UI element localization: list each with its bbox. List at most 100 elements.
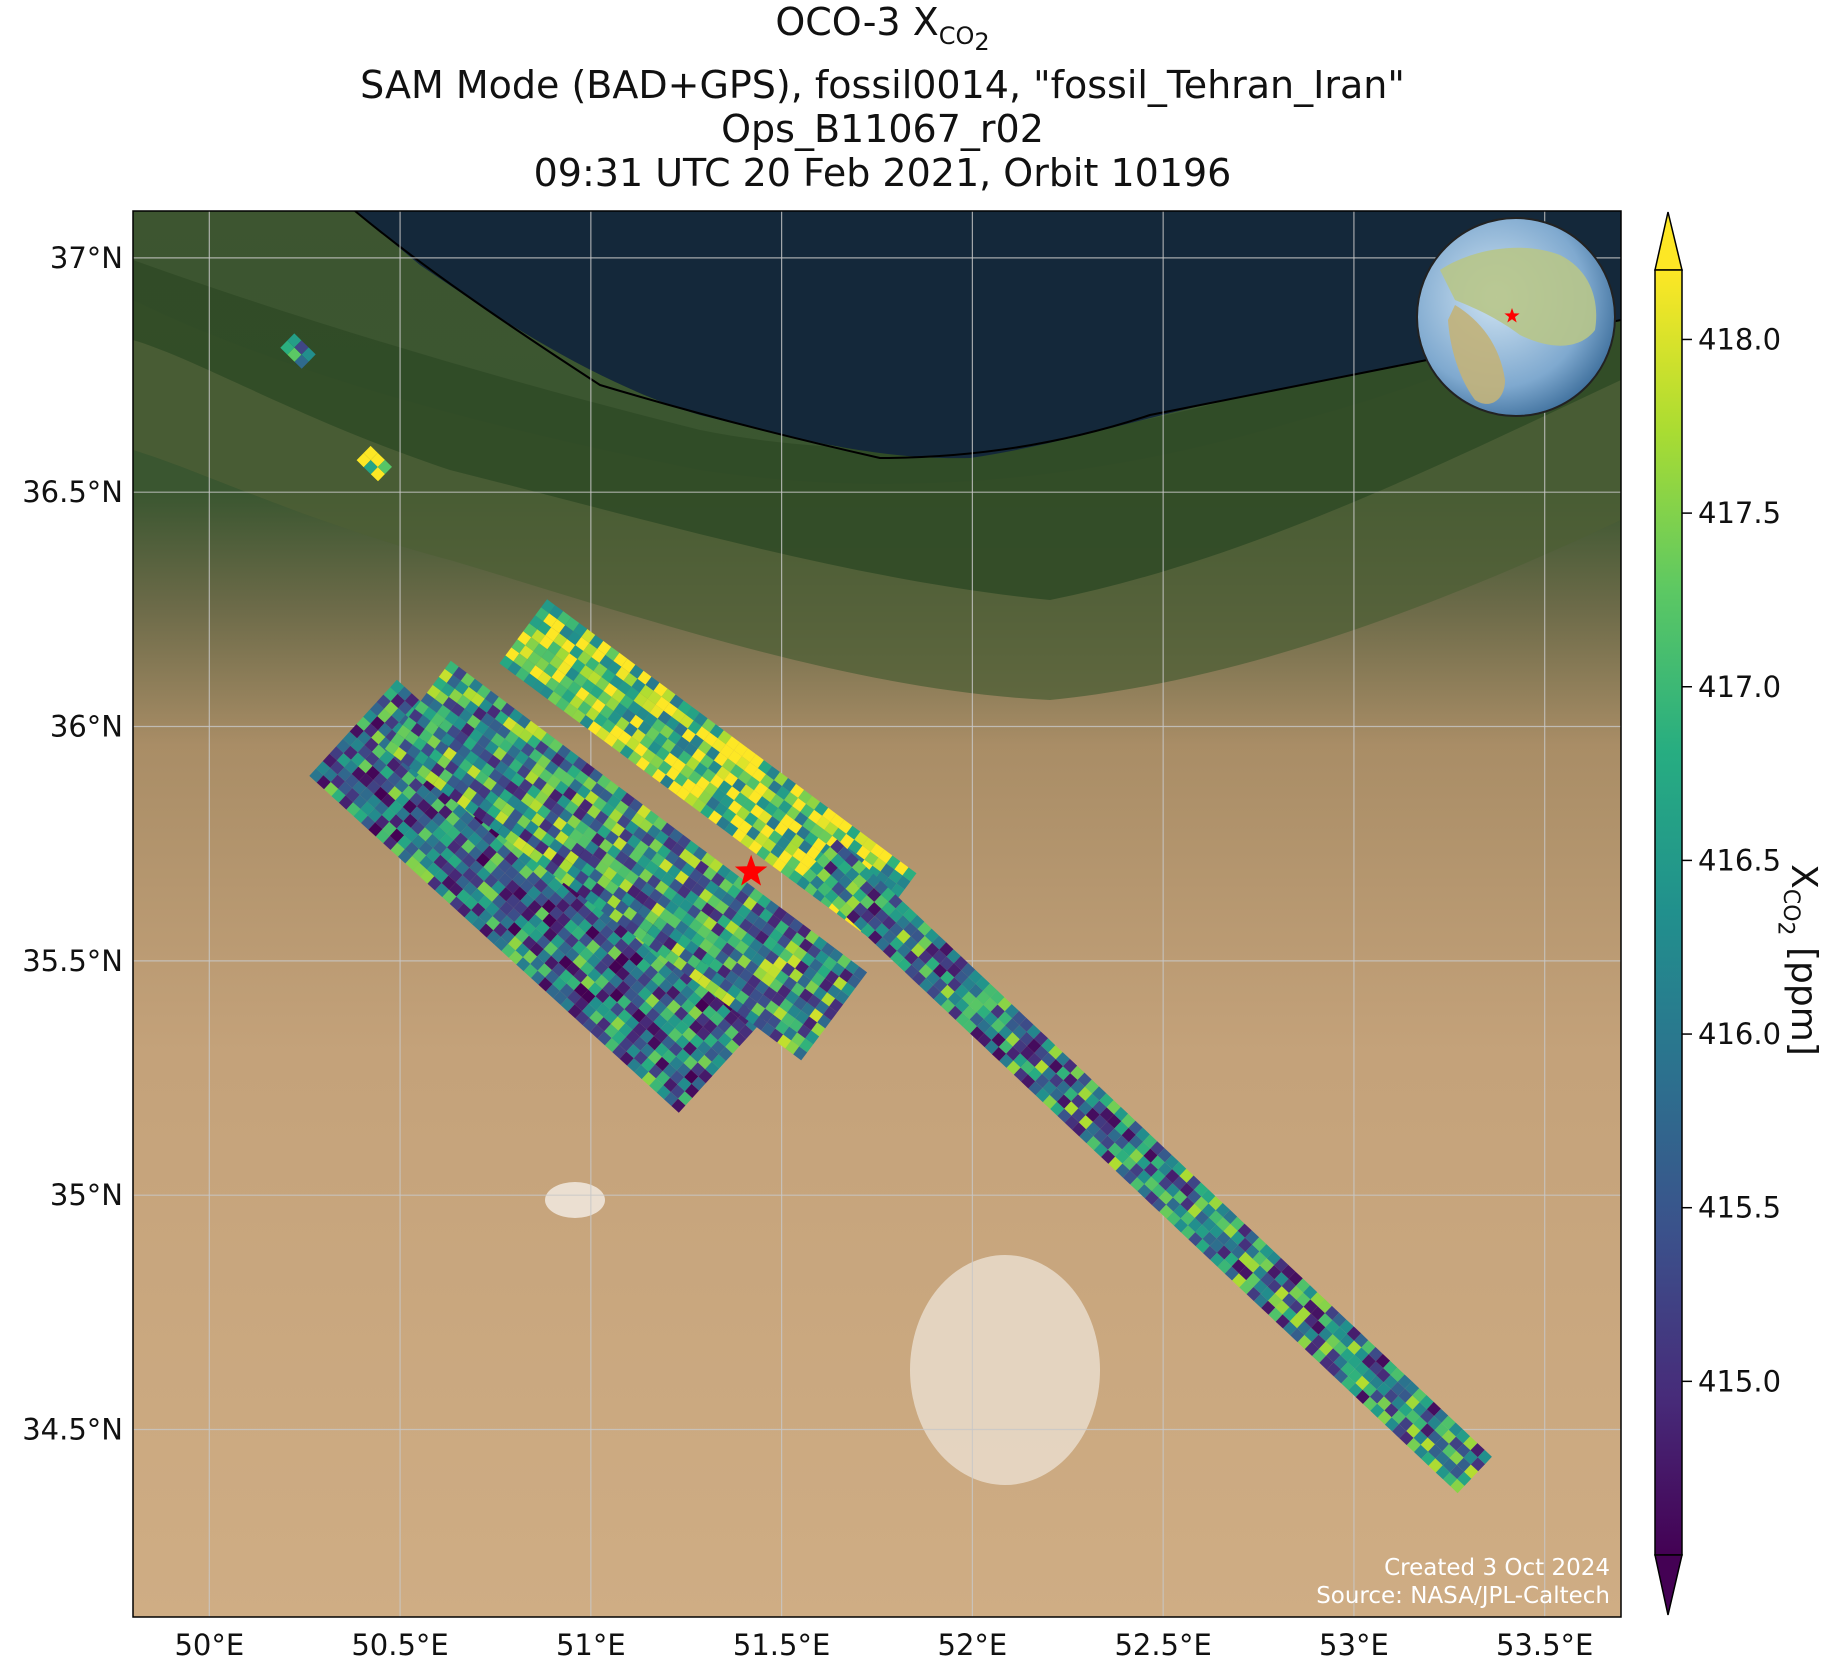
xco2-cell (789, 968, 804, 983)
xco2-cell (925, 942, 940, 957)
xco2-cell (324, 782, 339, 797)
xco2-cell (641, 882, 655, 897)
xco2-cell (655, 880, 669, 895)
xco2-cell (633, 1036, 648, 1051)
xco2-cell (984, 1025, 999, 1040)
xco2-cell (621, 708, 636, 723)
xco2-cell (592, 932, 608, 947)
xco2-cell (1354, 1333, 1369, 1348)
xco2-cell (505, 647, 520, 662)
xco2-cell (671, 942, 686, 957)
xco2-cell (420, 869, 435, 884)
xco2-cell (672, 758, 686, 773)
xco2-cell (710, 774, 724, 789)
xco2-cell (1245, 1244, 1260, 1259)
xco2-cell (637, 972, 652, 987)
xco2-cell (856, 845, 871, 860)
xco2-cell (426, 684, 441, 699)
xco2-cell (629, 664, 644, 679)
xco2-cell (586, 939, 601, 954)
xco2-cell (583, 693, 598, 707)
xco2-cell (484, 790, 499, 805)
lon-tick-label: 52.5°E (1114, 1628, 1211, 1662)
xco2-cell (1267, 1265, 1282, 1280)
xco2-cell (631, 912, 646, 927)
xco2-cell (526, 734, 541, 749)
xco2-cell (839, 968, 854, 983)
xco2-cell (962, 991, 977, 1006)
xco2-cell (410, 820, 425, 835)
xco2-cell (561, 872, 575, 887)
xco2-cell (569, 645, 584, 659)
xco2-cell (1122, 1156, 1137, 1171)
xco2-cell (456, 694, 471, 709)
xco2-cell (725, 920, 740, 935)
xco2-cell (757, 944, 772, 959)
xco2-cell (406, 744, 421, 759)
xco2-cell (599, 925, 614, 940)
xco2-cell (725, 1039, 740, 1054)
colorbar-label: XCO2 [ppm] (1772, 864, 1824, 1056)
xco2-cell (1427, 1430, 1442, 1445)
xco2-cell (976, 1004, 991, 1019)
xco2-cell (499, 901, 514, 916)
xco2-cell (356, 453, 371, 468)
xco2-cell (542, 913, 557, 928)
xco2-cell (541, 599, 556, 614)
xco2-cell (563, 905, 578, 920)
xco2-cell (954, 984, 969, 999)
xco2-cell (490, 852, 505, 867)
xco2-cell (343, 731, 358, 746)
xco2-cell (390, 679, 405, 694)
xco2-cell (729, 948, 744, 963)
xco2-cell (474, 824, 489, 839)
xco2-cell (917, 935, 933, 950)
xco2-cell (657, 894, 671, 909)
xco2-cell (387, 772, 402, 787)
xco2-cell (507, 922, 522, 937)
xco2-cell (771, 992, 786, 1007)
xco2-cell (802, 817, 817, 832)
xco2-cell (623, 856, 637, 871)
xco2-cell (651, 972, 666, 987)
xco2-cell (667, 1013, 682, 1028)
xco2-cell (658, 964, 673, 979)
xco2-cell (939, 942, 954, 957)
xco2-cell (608, 960, 623, 975)
xco2-cell (428, 748, 443, 763)
xco2-cell (625, 920, 640, 935)
xco2-cell (600, 802, 615, 817)
xco2-cell (454, 680, 469, 695)
xco2-cell (1179, 1182, 1194, 1197)
xco2-cell (1384, 1417, 1399, 1432)
xco2-cell (645, 860, 659, 875)
xco2-cell (643, 712, 658, 727)
xco2-cell (659, 724, 674, 739)
forest-strip (133, 260, 1621, 600)
xco2-cell (633, 876, 647, 891)
xco2-cell (698, 790, 713, 805)
xco2-cell (578, 918, 593, 933)
xco2-cell (723, 906, 738, 921)
xco2-cell (657, 944, 672, 959)
xco2-cell (775, 920, 790, 935)
xco2-cell (671, 708, 686, 723)
xco2-cell (405, 856, 420, 871)
xco2-cell (1384, 1389, 1399, 1404)
colorbar-tick-label: 416.0 (1698, 1017, 1781, 1051)
xco2-cell (472, 806, 487, 821)
xco2-cell (805, 930, 820, 945)
xco2-cell (594, 960, 609, 975)
xco2-cell (494, 936, 509, 951)
xco2-cell (910, 914, 925, 929)
xco2-cell (1164, 1155, 1179, 1170)
lat-tick-label: 34.5°N (22, 1413, 123, 1447)
xco2-cell (521, 659, 536, 674)
xco2-cell (1055, 1052, 1070, 1067)
xco2-cell (1173, 1190, 1188, 1205)
xco2-cell (977, 1033, 992, 1048)
xco2-cell (676, 786, 691, 801)
xco2-cell (560, 772, 575, 787)
xco2-cell (661, 822, 675, 837)
xco2-cell (601, 668, 616, 683)
